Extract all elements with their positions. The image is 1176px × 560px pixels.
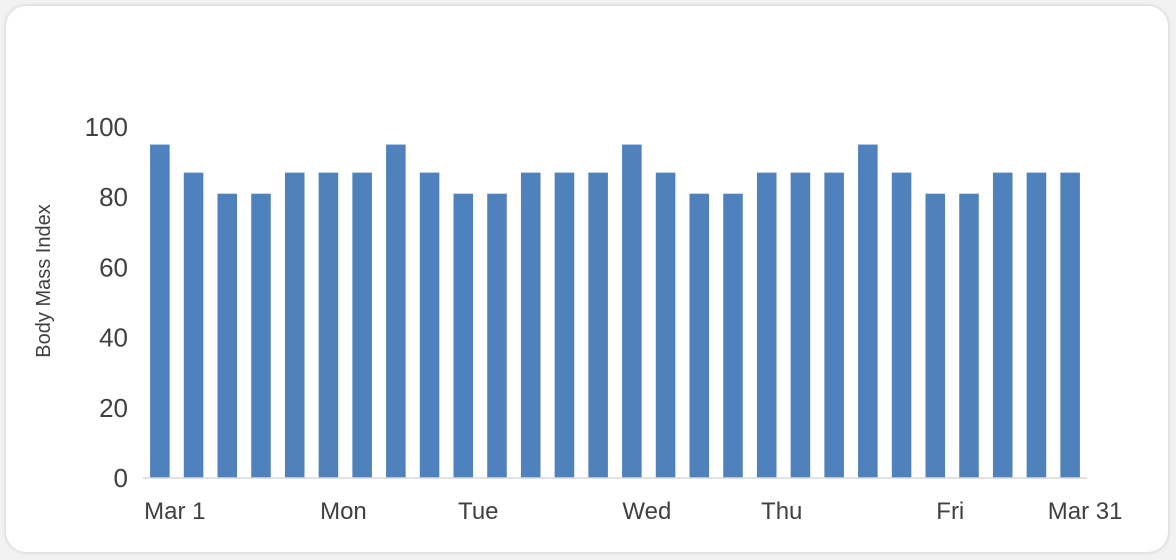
bar	[251, 193, 271, 478]
bar	[150, 144, 170, 479]
bar	[284, 172, 305, 478]
x-tick-label: Mar 31	[1048, 498, 1123, 525]
bar	[318, 172, 339, 478]
bar	[992, 172, 1013, 478]
x-tick-label: Mon	[320, 498, 367, 525]
bar	[487, 193, 507, 478]
bar	[689, 193, 710, 478]
y-tick-label: 80	[99, 182, 128, 212]
y-axis-ticks: 0 20 40 60 80 100	[85, 112, 128, 493]
x-tick-label: Mar 1	[144, 498, 205, 525]
x-tick-label: Tue	[458, 498, 498, 525]
bar	[655, 172, 676, 478]
bar	[352, 172, 372, 478]
x-tick-label: Fri	[936, 498, 964, 525]
bar	[217, 193, 238, 478]
x-axis-ticks: Mar 1 Mon Tue Wed Thu Fri Mar 31	[144, 498, 1122, 525]
y-axis-label: Body Mass Index	[33, 204, 55, 357]
bar	[824, 172, 844, 478]
y-tick-label: 100	[85, 112, 128, 142]
bars	[150, 144, 1080, 479]
bar	[554, 172, 575, 478]
bar	[858, 144, 878, 479]
y-tick-label: 0	[114, 463, 128, 493]
bar	[419, 172, 440, 478]
bar	[756, 172, 777, 478]
y-tick-label: 40	[99, 323, 128, 353]
bar	[520, 172, 541, 478]
x-tick-label: Wed	[622, 498, 671, 525]
bar	[723, 193, 743, 478]
bar	[790, 172, 811, 478]
bar	[891, 172, 912, 478]
bar	[1060, 172, 1080, 478]
y-tick-label: 60	[99, 252, 128, 282]
x-tick-label: Thu	[761, 498, 802, 525]
bar	[453, 193, 474, 478]
bar	[1026, 172, 1047, 478]
bar	[925, 193, 946, 478]
bar	[959, 193, 979, 478]
y-tick-label: 20	[99, 393, 128, 423]
bar	[588, 172, 608, 478]
bar	[183, 172, 204, 478]
bar	[622, 144, 642, 479]
bar	[386, 144, 406, 479]
